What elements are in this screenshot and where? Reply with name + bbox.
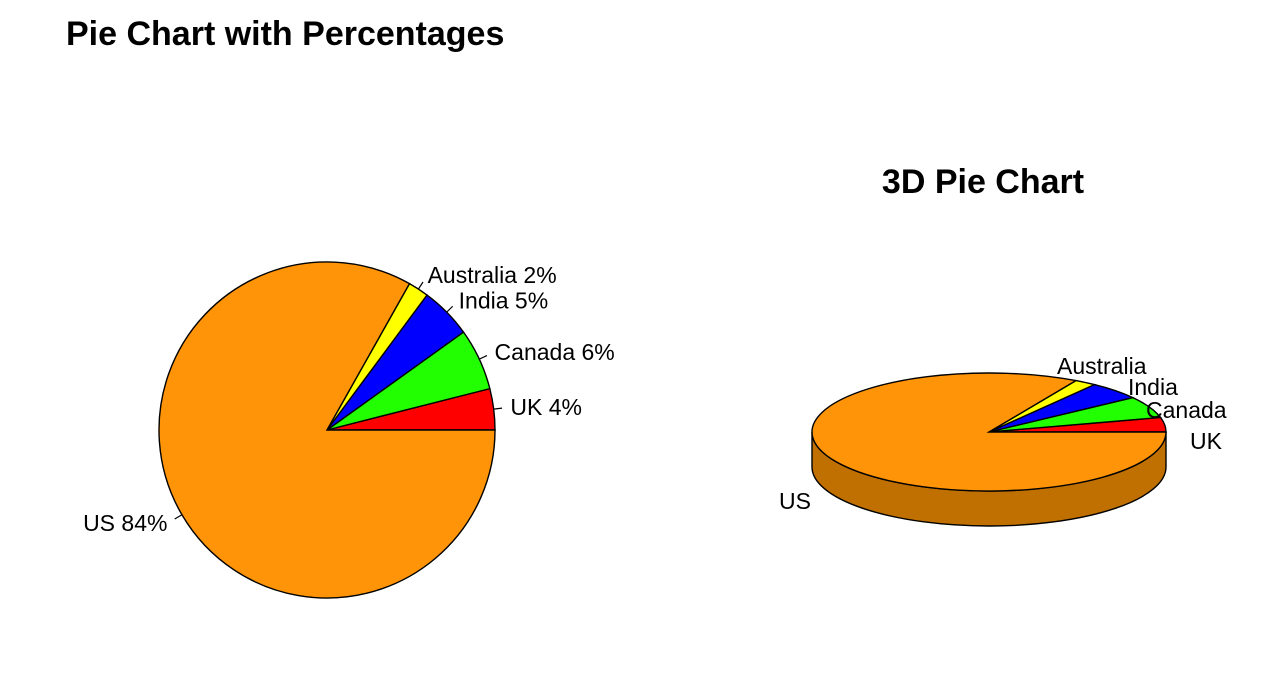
slice-label-us: US 84% [83, 510, 167, 536]
pie-3d-label-uk: UK [1190, 428, 1223, 454]
label-tick-australia [417, 281, 424, 290]
pie-chart-title: Pie Chart with Percentages [66, 15, 504, 53]
pie-chart-2d: UK 4% Canada 6% India 5%Australia 2% US 84% [83, 261, 615, 599]
label-tick-canada [479, 355, 488, 360]
label-tick-india [446, 305, 454, 313]
pie-3d-label-us: US [779, 488, 811, 514]
label-tick-uk [493, 407, 503, 410]
pie-3d-label-canada: Canada [1146, 397, 1227, 423]
pie-3d-slice-us [811, 372, 1167, 492]
slice-label-australia: Australia 2% [428, 262, 557, 288]
pie-3d-chart-title: 3D Pie Chart [882, 163, 1084, 201]
slice-label-canada: Canada 6% [495, 339, 615, 365]
slice-label-india: India 5% [459, 287, 549, 313]
label-tick-us [174, 514, 183, 520]
slice-label-uk: UK 4% [510, 394, 582, 420]
pie-3d-label-australia: Australia [1057, 353, 1147, 379]
pie-3d-label-india: India [1128, 374, 1178, 400]
